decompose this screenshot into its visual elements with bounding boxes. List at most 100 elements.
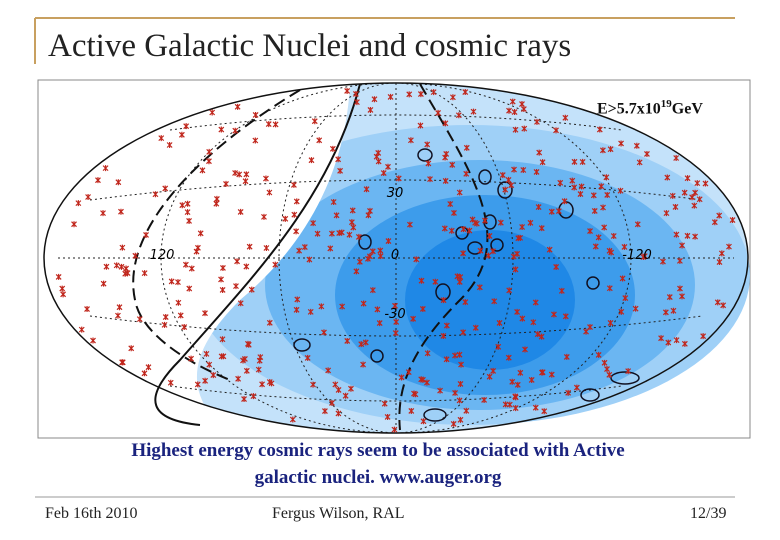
event-marker xyxy=(199,167,206,174)
event-marker xyxy=(506,107,512,114)
event-marker xyxy=(509,98,516,105)
event-marker xyxy=(417,122,424,129)
event-marker xyxy=(128,345,135,352)
event-marker xyxy=(256,357,263,364)
event-marker xyxy=(419,305,426,312)
event-marker xyxy=(152,191,159,198)
event-marker xyxy=(517,369,524,376)
event-marker xyxy=(449,94,456,101)
event-marker xyxy=(243,171,250,178)
event-marker xyxy=(548,371,555,378)
event-marker xyxy=(541,408,548,415)
energy-unit: GeV xyxy=(671,100,703,118)
event-marker xyxy=(353,99,360,106)
event-marker xyxy=(539,369,546,376)
event-marker xyxy=(417,91,424,98)
map-axis-label: -120 xyxy=(622,248,652,263)
event-marker xyxy=(673,154,680,161)
event-marker xyxy=(184,209,191,216)
event-marker xyxy=(132,252,139,259)
event-marker xyxy=(441,225,448,232)
event-marker xyxy=(213,200,220,207)
event-marker xyxy=(266,319,273,326)
event-marker xyxy=(598,183,605,190)
map-axis-label: -30 xyxy=(384,307,405,322)
energy-label: E>5.7x1019GeV xyxy=(597,98,703,118)
event-marker xyxy=(304,354,311,361)
event-marker xyxy=(677,285,683,292)
event-marker xyxy=(391,426,398,433)
sky-map: 30 120 0 -120 -30 xyxy=(37,79,751,439)
event-marker xyxy=(679,242,685,249)
event-marker xyxy=(245,340,251,347)
event-marker xyxy=(255,366,262,373)
event-marker xyxy=(430,89,437,96)
event-marker xyxy=(360,361,366,368)
event-marker xyxy=(716,212,723,219)
event-marker xyxy=(458,361,464,368)
event-marker xyxy=(252,137,259,144)
event-marker xyxy=(571,184,578,191)
event-marker xyxy=(519,315,526,322)
event-marker xyxy=(265,121,272,128)
event-marker xyxy=(618,140,624,147)
event-marker xyxy=(520,106,527,113)
event-marker xyxy=(595,234,602,241)
event-marker xyxy=(625,368,632,375)
event-marker xyxy=(406,221,413,228)
event-marker xyxy=(60,291,67,298)
event-marker xyxy=(311,118,318,125)
event-marker xyxy=(322,408,328,415)
event-marker xyxy=(610,233,617,240)
event-marker xyxy=(385,163,391,170)
event-marker xyxy=(514,381,521,388)
event-marker xyxy=(418,277,425,284)
event-marker xyxy=(534,118,540,125)
event-marker xyxy=(362,339,369,346)
event-marker xyxy=(462,89,469,96)
event-marker xyxy=(141,270,148,277)
event-marker xyxy=(510,253,517,260)
event-marker xyxy=(470,108,477,115)
event-marker xyxy=(634,221,641,228)
event-marker xyxy=(419,376,426,383)
event-marker xyxy=(548,208,555,215)
event-marker xyxy=(684,232,691,239)
event-marker xyxy=(443,322,450,329)
event-marker xyxy=(248,286,255,293)
event-marker xyxy=(599,147,606,154)
event-marker xyxy=(472,219,479,226)
event-marker xyxy=(506,401,513,408)
event-marker xyxy=(607,319,614,326)
footer-date: Feb 16th 2010 xyxy=(45,505,138,522)
event-marker xyxy=(375,158,382,165)
event-marker xyxy=(168,278,175,285)
event-marker xyxy=(306,256,313,263)
event-marker xyxy=(194,381,201,388)
event-marker xyxy=(565,389,572,396)
event-marker xyxy=(395,175,402,182)
event-marker xyxy=(457,380,464,387)
event-marker xyxy=(497,219,504,226)
event-marker xyxy=(375,149,382,156)
event-marker xyxy=(118,263,125,270)
event-marker xyxy=(335,386,342,393)
event-marker xyxy=(398,374,405,381)
caption: Highest energy cosmic rays seem to be as… xyxy=(40,437,716,491)
event-marker xyxy=(512,405,519,412)
event-marker xyxy=(116,304,123,311)
event-marker xyxy=(167,379,174,386)
event-marker xyxy=(158,135,165,142)
event-marker xyxy=(364,255,371,262)
event-marker xyxy=(371,96,378,103)
event-marker xyxy=(692,189,699,196)
event-marker xyxy=(673,231,680,238)
event-marker xyxy=(209,109,216,116)
event-marker xyxy=(136,316,143,323)
event-marker xyxy=(102,165,109,172)
event-marker xyxy=(352,90,359,97)
event-marker xyxy=(290,181,297,188)
event-marker xyxy=(666,294,673,301)
event-marker xyxy=(621,243,628,250)
event-marker xyxy=(711,219,718,226)
